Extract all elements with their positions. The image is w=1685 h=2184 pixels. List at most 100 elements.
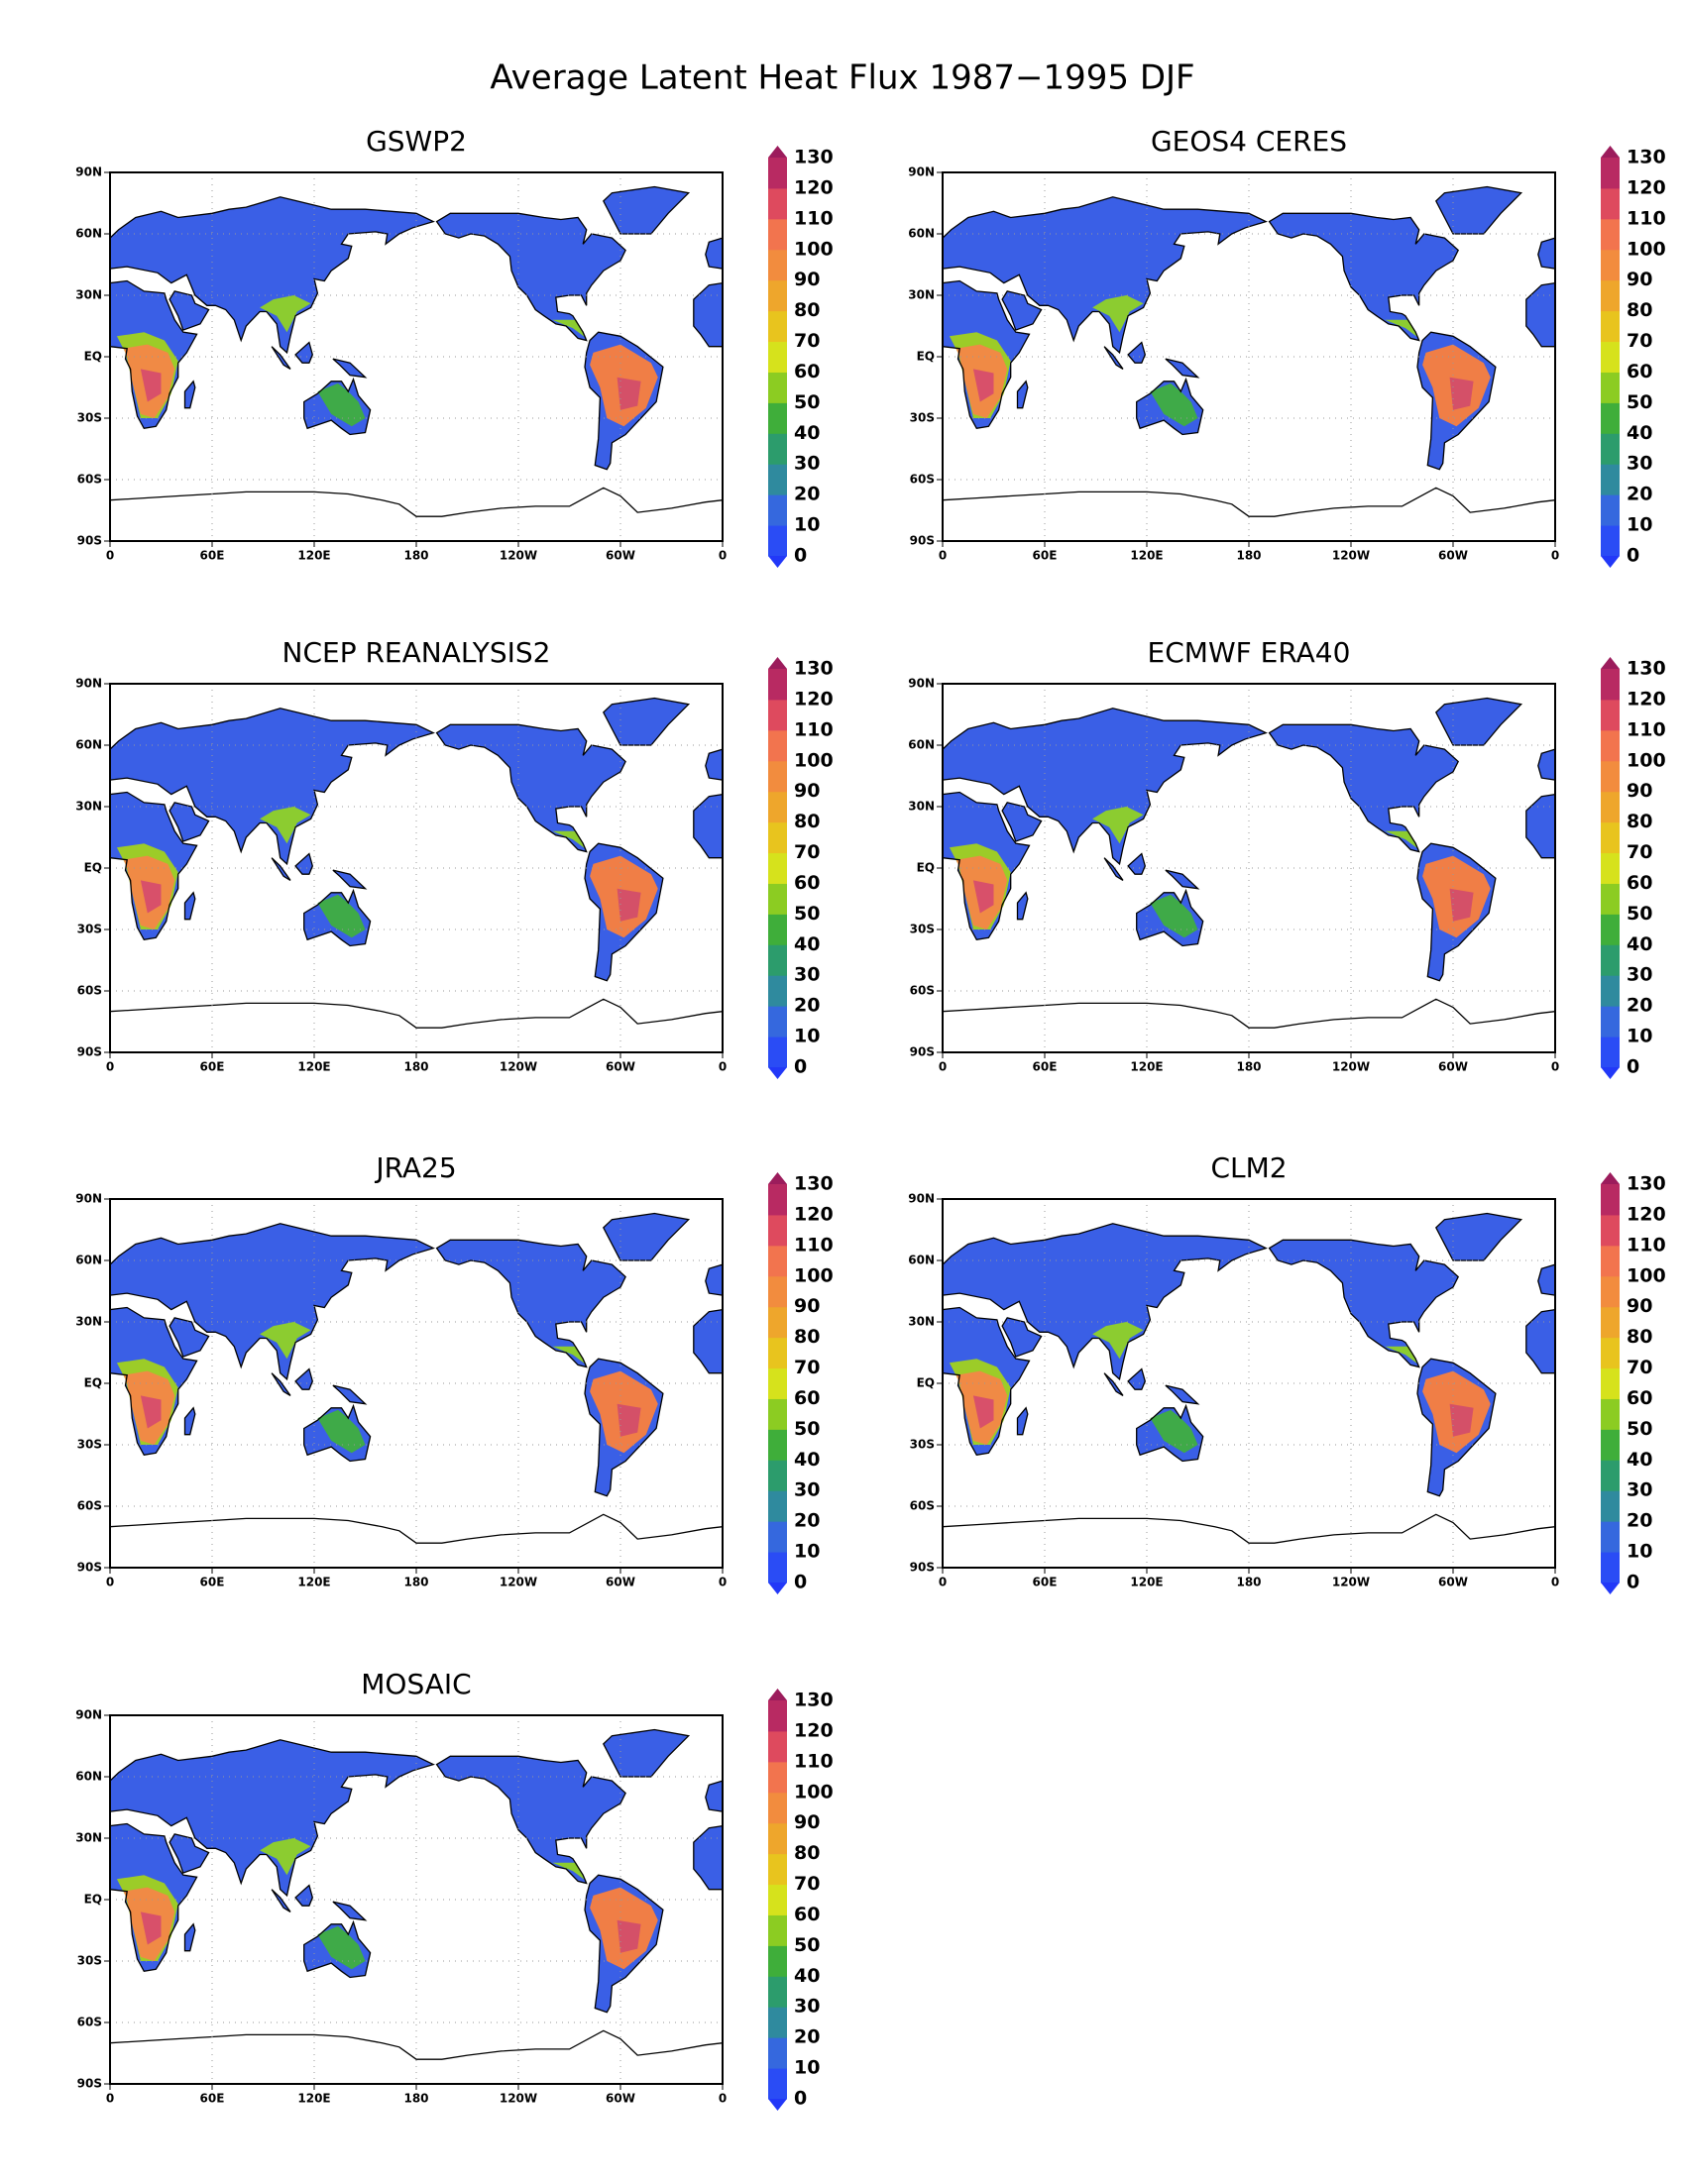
colorbar-label: 110	[794, 718, 834, 740]
colorbar-segment	[1601, 433, 1620, 465]
coastline	[294, 852, 313, 875]
lat-tick-label: 30S	[910, 1438, 935, 1452]
coastline	[1416, 842, 1497, 982]
flux-area	[260, 1322, 311, 1360]
coastline	[602, 1728, 691, 1778]
colorbar-label: 110	[1627, 718, 1666, 740]
colorbar-segment	[768, 883, 787, 915]
flux-area	[972, 880, 994, 914]
colorbar-label: 30	[794, 1996, 820, 2018]
land	[1128, 342, 1146, 364]
lat-tick-label: 90S	[77, 2077, 102, 2091]
lat-tick-label: 90S	[77, 1561, 102, 1575]
lat-tick-label: 30N	[75, 288, 102, 302]
colorbar-segment	[1601, 1275, 1620, 1308]
lon-tick-label: 120E	[297, 1576, 330, 1589]
colorbar-label: 50	[1627, 1418, 1652, 1440]
land	[705, 749, 723, 781]
colorbar-under	[1601, 556, 1620, 568]
colorbar-over	[1601, 657, 1620, 669]
colorbar-label: 120	[1627, 688, 1666, 710]
land	[1435, 1213, 1521, 1260]
coastline	[942, 998, 1556, 1029]
colorbar-label: 30	[794, 1479, 820, 1501]
coastline	[109, 196, 435, 355]
colorbar-segment	[1601, 464, 1620, 495]
lat-tick-label: 90N	[908, 677, 935, 691]
lat-tick-label: 60N	[75, 1770, 102, 1784]
coastline	[303, 1919, 372, 1979]
coastline	[1127, 852, 1146, 875]
land	[332, 1902, 366, 1920]
lon-tick-label: 180	[403, 1060, 428, 1074]
lon-tick-label: 120W	[1332, 1576, 1370, 1589]
land	[1525, 282, 1555, 347]
colorbar-segment	[1601, 1214, 1620, 1247]
lat-tick-label: EQ	[84, 1376, 102, 1390]
colorbar-label: 60	[1627, 872, 1652, 894]
panel-title: GSWP2	[366, 125, 467, 158]
land	[943, 708, 1267, 864]
coastline	[1136, 377, 1204, 436]
lon-tick-label: 60E	[1033, 1576, 1058, 1589]
colorbar-segment	[1601, 914, 1620, 945]
lat-tick-label: 30S	[910, 411, 935, 425]
lon-tick-label: 60E	[1033, 549, 1058, 563]
lon-tick-label: 60E	[200, 2092, 225, 2106]
coastline	[1016, 380, 1029, 409]
coastline	[332, 358, 368, 379]
lat-tick-label: 60S	[910, 984, 935, 998]
coastline	[435, 1239, 626, 1368]
coastline	[109, 279, 198, 430]
colorbar-segment	[768, 1700, 787, 1732]
colorbar-segment	[1601, 852, 1620, 884]
colorbar-segment	[768, 494, 787, 526]
flux-area	[1449, 888, 1474, 922]
lat-tick-label: 90N	[75, 1708, 102, 1722]
lat-tick-label: 90N	[908, 1192, 935, 1206]
lat-tick-label: EQ	[84, 1893, 102, 1907]
panel-title: CLM2	[1210, 1151, 1287, 1184]
flux-area	[140, 1911, 162, 1945]
colorbar-under	[768, 556, 787, 568]
colorbar-label: 70	[1627, 841, 1652, 863]
colorbar-segment	[1601, 158, 1620, 189]
coastline	[303, 888, 372, 947]
land	[1525, 794, 1555, 858]
colorbar-label: 80	[794, 1842, 820, 1864]
colorbar-label: 40	[794, 1965, 820, 1987]
coastline	[693, 1824, 724, 1891]
colorbar-label: 60	[1627, 1387, 1652, 1409]
colorbar-segment	[768, 1006, 787, 1037]
colorbar-segment	[1601, 372, 1620, 403]
land	[436, 213, 626, 341]
land	[1525, 1309, 1555, 1373]
colorbar-segment	[1601, 1037, 1620, 1068]
colorbar-segment	[1601, 1552, 1620, 1583]
map-panel: NCEP REANALYSIS2 90N 60N 30N EQ 30S 60S 90S 0 60E…	[75, 636, 834, 1079]
lon-tick-label: 120W	[500, 1576, 537, 1589]
flux-area	[617, 1403, 641, 1437]
flux-area	[1150, 1409, 1198, 1454]
land	[1537, 238, 1555, 270]
colorbar-segment	[768, 1337, 787, 1369]
colorbar-segment	[768, 1853, 787, 1886]
coastline	[1268, 1239, 1460, 1368]
panel-title: NCEP REANALYSIS2	[282, 636, 551, 669]
colorbar-label: 10	[794, 1026, 820, 1047]
land	[110, 1739, 434, 1896]
flux-area	[1449, 1403, 1474, 1437]
coastline	[109, 1739, 435, 1898]
coastline	[942, 791, 1031, 941]
lat-tick-label: 30N	[75, 800, 102, 814]
colorbar-label: 130	[794, 658, 834, 680]
land	[169, 1317, 209, 1358]
land	[110, 196, 434, 353]
lon-tick-label: 120W	[500, 549, 537, 563]
land	[1002, 802, 1042, 842]
colorbar-segment	[768, 279, 787, 312]
colorbar-over	[1601, 146, 1620, 158]
colorbar-segment	[768, 1552, 787, 1583]
coastline	[294, 341, 313, 364]
colorbar-under	[768, 1067, 787, 1079]
